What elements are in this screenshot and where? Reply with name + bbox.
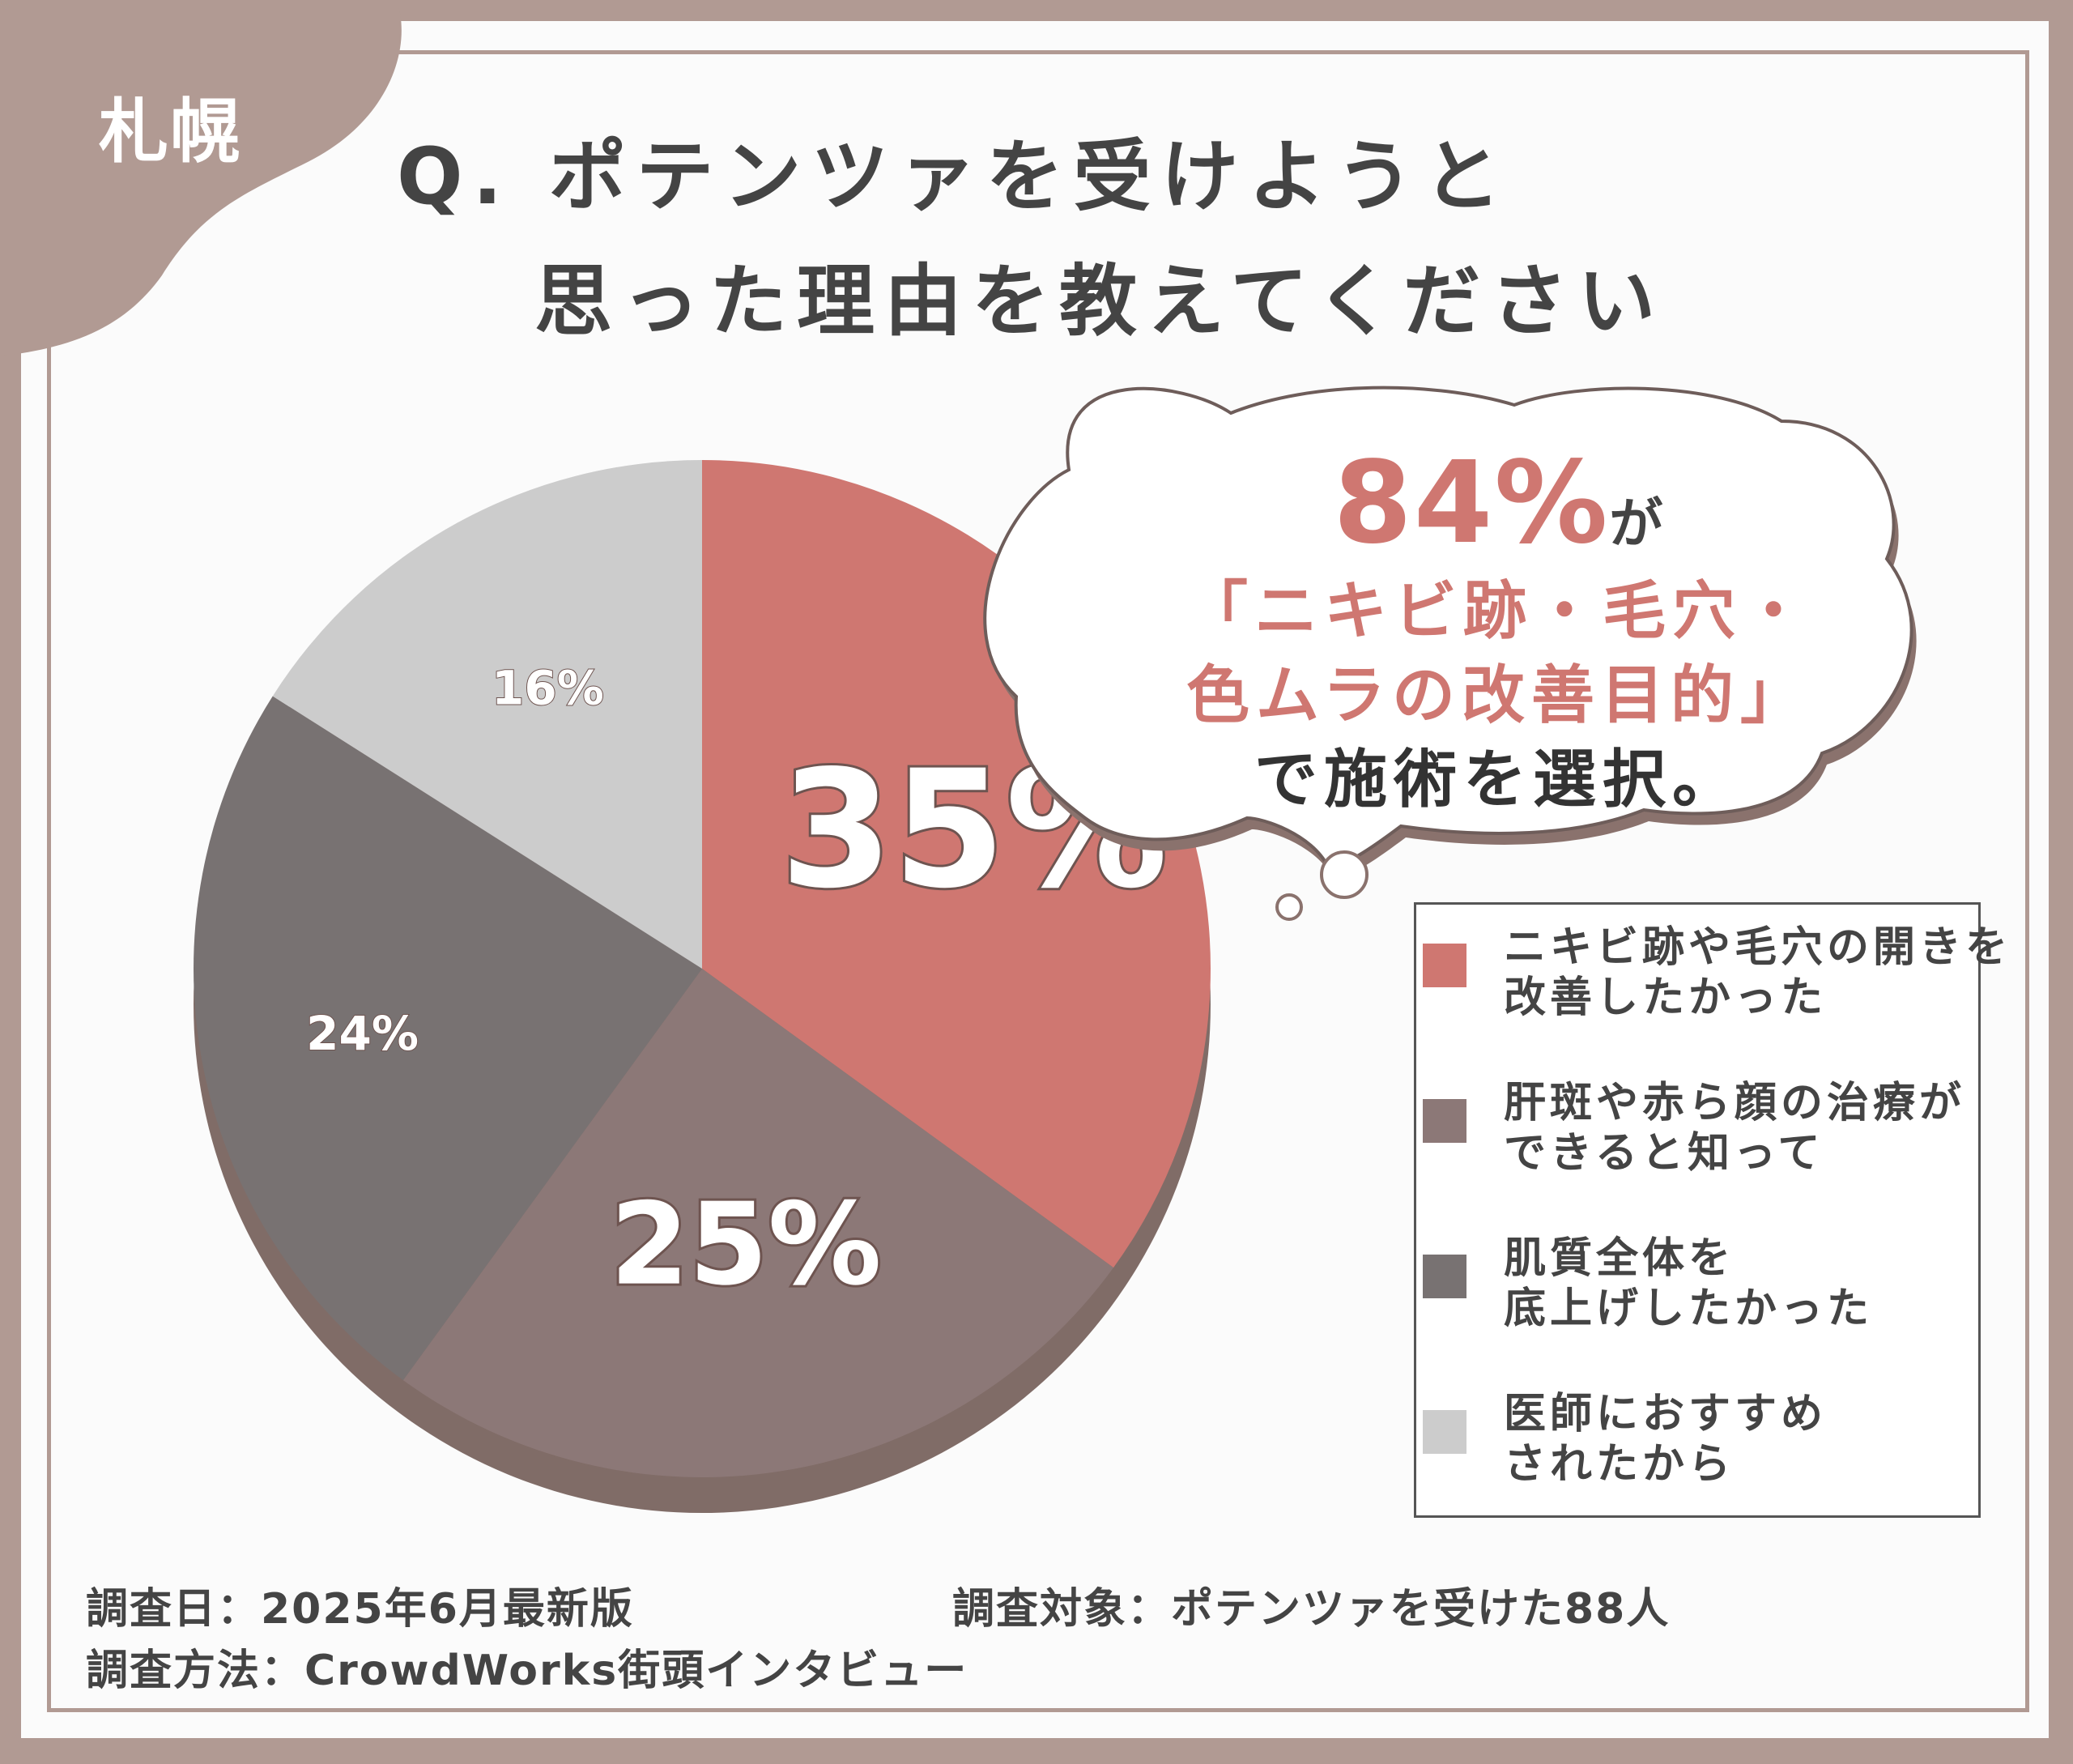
callout-line-3: 色ムラの改善目的」 (1185, 659, 1811, 732)
legend: ニキビ跡や毛穴の開きを 改善したかった 肝斑や赤ら顔の治療が できると知って 肌… (1414, 902, 2012, 1518)
callout-particle: が (1609, 492, 1663, 555)
legend-text-3-line-2: 底上げしたかった (1504, 1285, 1874, 1333)
bubble-dot-large (1320, 850, 1369, 899)
city-label: 札幌 (99, 92, 241, 173)
legend-swatch-3 (1423, 1255, 1466, 1298)
legend-text-2-line-2: できると知って (1504, 1129, 1824, 1178)
legend-swatch-1 (1423, 944, 1466, 987)
legend-text-3-line-1: 肌質全体を (1504, 1234, 1735, 1283)
legend-text-4: 医師におすすめ されたから (1504, 1389, 1981, 1489)
footer-date: 調査日：2025年6月最新版 (86, 1585, 634, 1634)
legend-text-1-line-1: ニキビ跡や毛穴の開きを (1504, 923, 2012, 972)
pie-slice-3 (193, 696, 702, 1381)
legend-text-1-line-2: 改善したかった (1504, 974, 1828, 1022)
pie-slice-label-2: 25% (610, 1179, 881, 1311)
question-title-line-1: Q. ポテンツァを受けようと (397, 131, 1511, 222)
card-frame (47, 50, 2029, 1712)
pie-slices (193, 460, 1211, 1477)
bubble-body (983, 386, 1913, 869)
callout-line-4: で施術を選択。 (1254, 744, 1742, 816)
question-title-line-2: 思った理由を教えてください (534, 256, 1666, 347)
callout-percent: 84% (1333, 437, 1610, 569)
callout-text: 84%が 「ニキビ跡・毛穴・ 色ムラの改善目的」 で施術を選択。 (1045, 437, 1952, 822)
legend-text-4-line-2: されたから (1504, 1440, 1735, 1489)
legend-swatch-4 (1423, 1410, 1466, 1454)
legend-text-4-line-1: 医師におすすめ (1504, 1390, 1828, 1438)
footer-method: 調査方法：CrowdWorks街頭インタビュー (86, 1647, 968, 1695)
footer-target: 調査対象：ポテンツァを受けた88人 (952, 1585, 1671, 1634)
pie-slice-2 (402, 969, 1114, 1477)
legend-text-1: ニキビ跡や毛穴の開きを 改善したかった (1504, 922, 2012, 1023)
legend-swatch-2 (1423, 1099, 1466, 1143)
pie-slice-label-3: 24% (306, 1006, 419, 1061)
corner-tab (0, 0, 402, 356)
bubble-dot-small (1275, 893, 1303, 921)
legend-text-2: 肝斑や赤ら顔の治療が できると知って (1504, 1078, 1981, 1178)
legend-text-2-line-1: 肝斑や赤ら顔の治療が (1504, 1079, 1966, 1127)
legend-text-3: 肌質全体を 底上げしたかった (1504, 1234, 1981, 1334)
pie-slice-4 (272, 460, 702, 969)
callout-line-2: 「ニキビ跡・毛穴・ (1184, 575, 1811, 648)
thought-bubble (983, 386, 1917, 921)
pie-slice-label-4: 16% (492, 660, 604, 715)
